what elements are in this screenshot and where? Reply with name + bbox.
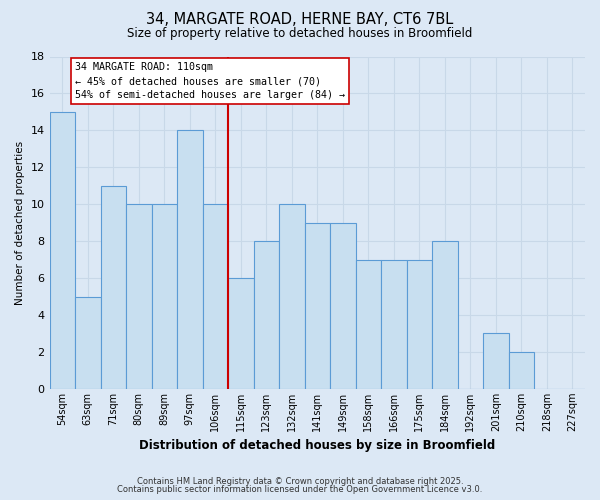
Bar: [203, 204, 228, 389]
Bar: [177, 130, 203, 389]
Text: Contains public sector information licensed under the Open Government Licence v3: Contains public sector information licen…: [118, 485, 482, 494]
Bar: [356, 260, 381, 389]
Text: Size of property relative to detached houses in Broomfield: Size of property relative to detached ho…: [127, 28, 473, 40]
Bar: [407, 260, 432, 389]
Bar: [330, 222, 356, 389]
Bar: [509, 352, 534, 389]
Text: 34 MARGATE ROAD: 110sqm
← 45% of detached houses are smaller (70)
54% of semi-de: 34 MARGATE ROAD: 110sqm ← 45% of detache…: [75, 62, 345, 100]
Text: Contains HM Land Registry data © Crown copyright and database right 2025.: Contains HM Land Registry data © Crown c…: [137, 477, 463, 486]
Bar: [50, 112, 75, 389]
Text: 34, MARGATE ROAD, HERNE BAY, CT6 7BL: 34, MARGATE ROAD, HERNE BAY, CT6 7BL: [146, 12, 454, 28]
Bar: [305, 222, 330, 389]
Bar: [483, 334, 509, 389]
Y-axis label: Number of detached properties: Number of detached properties: [15, 140, 25, 305]
X-axis label: Distribution of detached houses by size in Broomfield: Distribution of detached houses by size …: [139, 440, 496, 452]
Bar: [152, 204, 177, 389]
Bar: [254, 241, 279, 389]
Bar: [126, 204, 152, 389]
Bar: [75, 296, 101, 389]
Bar: [381, 260, 407, 389]
Bar: [228, 278, 254, 389]
Bar: [279, 204, 305, 389]
Bar: [101, 186, 126, 389]
Bar: [432, 241, 458, 389]
